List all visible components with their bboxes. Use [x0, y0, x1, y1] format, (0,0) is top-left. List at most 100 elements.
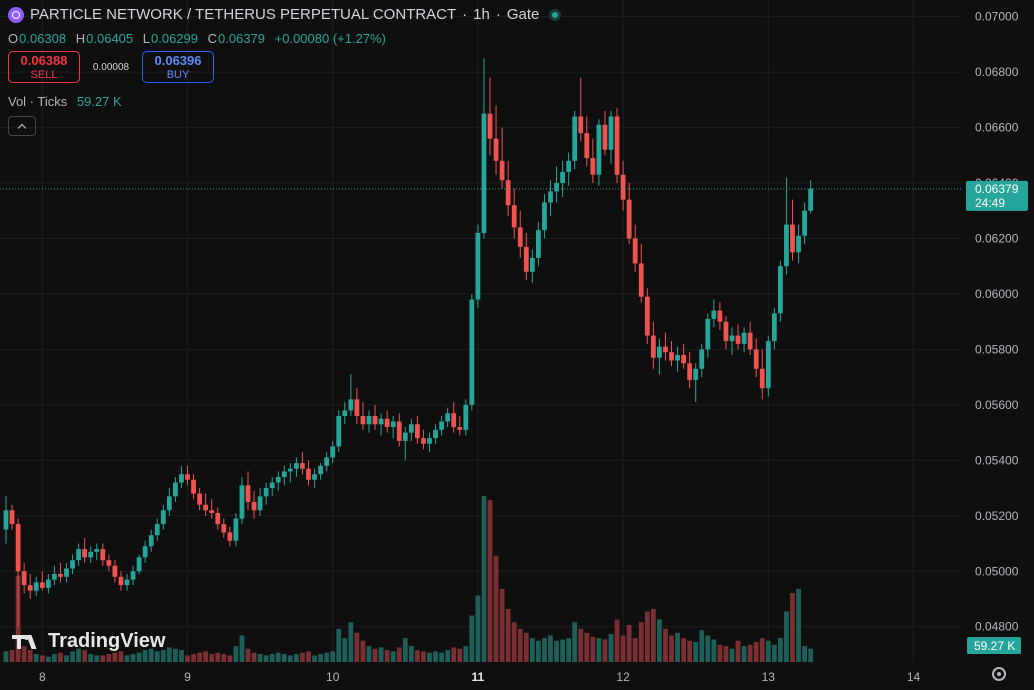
volume-bar [439, 652, 444, 662]
volume-bar [179, 650, 184, 662]
candle [796, 224, 801, 264]
candle [191, 474, 196, 500]
candle [354, 388, 360, 425]
volume-bar [281, 654, 287, 662]
candle [711, 299, 717, 328]
volume-bar [711, 639, 717, 662]
candle [166, 488, 172, 516]
buy-label: BUY [166, 69, 190, 81]
header-separator: · [462, 6, 468, 23]
close-value: 0.06379 [218, 31, 266, 46]
candle [58, 562, 63, 583]
time-axis[interactable]: 8 9 10 11 12 13 14 [39, 670, 921, 684]
candle [263, 482, 269, 505]
candle [529, 249, 535, 283]
volume-bar [657, 619, 662, 662]
volume-bar [505, 608, 511, 662]
volume-bar [644, 611, 650, 662]
sell-button[interactable]: 0.06388 SELL [8, 51, 80, 83]
candle [227, 526, 233, 547]
tradingview-logo[interactable]: TradingView [12, 630, 165, 653]
candle [469, 293, 475, 411]
candle [21, 562, 27, 594]
volume-bar [741, 646, 747, 662]
candle [747, 321, 753, 355]
volume-bars [3, 496, 814, 662]
volume-bar [94, 655, 100, 662]
candle [433, 424, 438, 444]
candle [221, 518, 227, 538]
volume-bar [542, 638, 547, 662]
candle [408, 418, 414, 441]
candle [493, 105, 499, 175]
last-volume-value: 59.27 K [974, 639, 1015, 653]
volume-bar [148, 648, 154, 662]
candle [572, 110, 578, 170]
volume-bar [372, 648, 378, 662]
collapse-legend-button[interactable] [8, 116, 36, 136]
volume-bar [536, 640, 541, 662]
candle [778, 260, 783, 322]
candle [511, 188, 517, 239]
candle [88, 546, 94, 563]
volume-bar [263, 655, 269, 662]
volume-bar [735, 640, 741, 662]
volume-bar [560, 639, 565, 662]
candle [396, 413, 402, 447]
candle [82, 537, 88, 563]
price-tick-label: 0.07000 [975, 10, 1019, 24]
volume-bar [747, 644, 753, 662]
candle [330, 440, 336, 464]
candle [154, 518, 160, 541]
buy-button[interactable]: 0.06396 BUY [142, 51, 214, 83]
low-value: 0.06299 [151, 31, 198, 46]
volume-bar [602, 639, 608, 662]
last-price-countdown: 24:49 [975, 196, 1005, 210]
volume-bar [705, 635, 711, 662]
header-separator: · [495, 6, 501, 23]
candle [765, 335, 771, 397]
candle [614, 108, 620, 184]
price-axis[interactable]: 0.04800 0.05000 0.05200 0.05400 0.05600 0.058… [975, 10, 1019, 634]
candle [52, 565, 57, 586]
time-tick-label: 9 [184, 670, 191, 684]
volume-bar [118, 651, 124, 662]
candle [626, 183, 632, 245]
volume-bar [378, 647, 384, 662]
gear-icon[interactable] [992, 667, 1006, 681]
volume-bar [790, 592, 795, 662]
volume-bar [142, 650, 148, 662]
volume-legend[interactable]: Vol · Ticks 59.27 K [8, 94, 122, 109]
volume-bar [112, 652, 118, 662]
candle [475, 224, 481, 308]
interval-label[interactable]: 1h [473, 6, 490, 23]
volume-bar [620, 635, 626, 662]
volume-bar [257, 654, 263, 662]
candle [312, 468, 317, 489]
candle [306, 460, 311, 486]
market-open-icon[interactable] [549, 8, 562, 21]
volume-bar [76, 648, 81, 662]
candle [173, 476, 178, 502]
time-tick-label: 11 [472, 670, 485, 684]
candle [457, 415, 463, 436]
time-tick-label: 12 [616, 670, 630, 684]
candle [94, 543, 100, 561]
volume-bar [33, 654, 39, 662]
candle [245, 471, 251, 511]
volume-bar [209, 654, 215, 662]
open-value: 0.06308 [19, 31, 67, 46]
volume-bar [27, 650, 33, 662]
coin-logo-icon [8, 6, 24, 23]
volume-bar [64, 655, 69, 662]
volume-bar [548, 635, 553, 662]
volume-bar [203, 651, 209, 662]
volume-bar [493, 555, 499, 662]
candle [421, 429, 426, 450]
candle [118, 571, 124, 591]
candle [215, 507, 221, 530]
volume-bar [166, 647, 172, 662]
symbol-title[interactable]: PARTICLE NETWORK / TETHERUS PERPETUAL CO… [30, 6, 457, 23]
candle [771, 307, 777, 350]
